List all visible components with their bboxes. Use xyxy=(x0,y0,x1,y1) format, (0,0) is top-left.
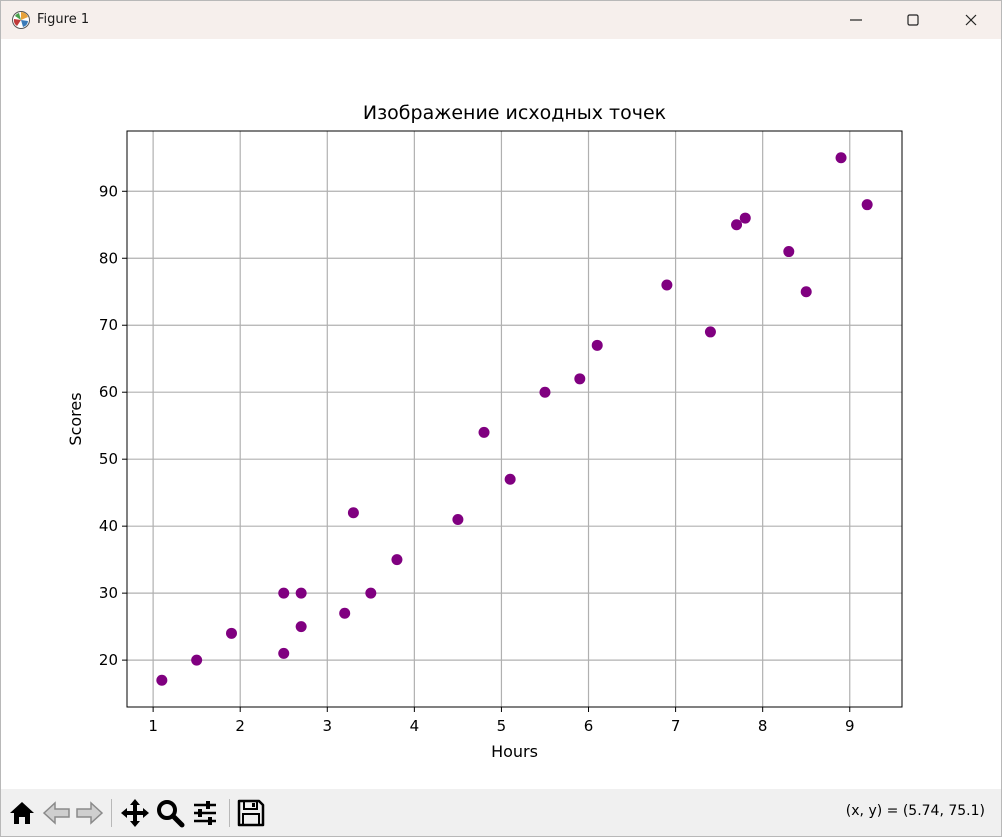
forward-button[interactable] xyxy=(73,797,105,829)
scatter-chart: 1 2 3 4 5 6 7 8 9 20 30 40 50 60 70 80 90 Изображение ис… xyxy=(66,102,903,761)
cursor-coordinates: (x, y) = (5.74, 75.1) xyxy=(845,803,985,819)
x-tick-label: 6 xyxy=(584,717,594,735)
data-point xyxy=(347,507,359,519)
x-tick-label: 3 xyxy=(323,717,333,735)
pan-icon xyxy=(121,799,149,827)
data-point xyxy=(191,654,203,666)
x-tick-label: 1 xyxy=(148,717,158,735)
data-point xyxy=(661,279,673,291)
pan-button[interactable] xyxy=(119,797,151,829)
data-points xyxy=(156,152,873,686)
y-axis-label: Scores xyxy=(66,392,85,445)
forward-icon xyxy=(76,801,104,825)
data-point xyxy=(365,587,377,599)
x-tick-label: 7 xyxy=(671,717,681,735)
toolbar-separator xyxy=(229,799,230,827)
close-icon xyxy=(965,14,977,26)
data-point xyxy=(783,246,795,258)
toolbar-separator xyxy=(111,799,112,827)
plot-canvas[interactable]: 1 2 3 4 5 6 7 8 9 20 30 40 50 60 70 80 90 Изображение ис… xyxy=(1,39,1001,789)
data-point xyxy=(278,587,290,599)
y-tick-label: 90 xyxy=(99,182,118,200)
y-tick-label: 40 xyxy=(99,517,118,535)
matplotlib-logo-icon xyxy=(11,10,31,30)
maximize-icon xyxy=(907,14,919,26)
data-point xyxy=(156,674,168,686)
x-axis-label: Hours xyxy=(491,742,538,761)
data-point xyxy=(504,473,516,485)
x-tick-label: 9 xyxy=(845,717,855,735)
axis-ticks: 1 2 3 4 5 6 7 8 9 20 30 40 50 60 70 80 90 xyxy=(99,182,855,735)
navigation-toolbar: (x, y) = (5.74, 75.1) xyxy=(1,789,1001,836)
y-tick-label: 70 xyxy=(99,316,118,334)
data-point xyxy=(539,386,551,398)
data-point xyxy=(225,627,237,639)
data-point xyxy=(295,621,307,633)
title-bar[interactable]: Figure 1 xyxy=(1,1,1001,39)
data-point xyxy=(478,426,490,438)
axes-frame xyxy=(126,130,903,708)
chart-title: Изображение исходных точек xyxy=(363,102,666,124)
configure-subplots-button[interactable] xyxy=(189,797,221,829)
data-point xyxy=(295,587,307,599)
maximize-button[interactable] xyxy=(884,1,942,39)
data-point xyxy=(861,199,873,211)
data-point xyxy=(452,513,464,525)
data-point xyxy=(704,326,716,338)
x-tick-label: 4 xyxy=(410,717,420,735)
minimize-button[interactable] xyxy=(827,1,885,39)
y-tick-label: 20 xyxy=(99,651,118,669)
x-tick-label: 2 xyxy=(235,717,245,735)
data-point xyxy=(800,286,812,298)
zoom-icon xyxy=(157,800,185,828)
back-button[interactable] xyxy=(41,797,73,829)
zoom-button[interactable] xyxy=(154,797,186,829)
minimize-icon xyxy=(850,19,862,21)
grid-lines xyxy=(127,131,902,707)
x-tick-label: 8 xyxy=(758,717,768,735)
y-tick-label: 60 xyxy=(99,383,118,401)
back-icon xyxy=(42,801,70,825)
data-point xyxy=(731,219,743,231)
close-button[interactable] xyxy=(942,1,1000,39)
data-point xyxy=(574,373,586,385)
x-tick-label: 5 xyxy=(497,717,507,735)
save-button[interactable] xyxy=(235,797,267,829)
data-point xyxy=(835,152,847,164)
window-title: Figure 1 xyxy=(37,12,90,27)
save-icon xyxy=(237,799,265,827)
data-point xyxy=(391,554,403,566)
data-point xyxy=(278,647,290,659)
configure-subplots-icon xyxy=(194,801,216,825)
data-point xyxy=(591,339,603,351)
data-point xyxy=(339,607,351,619)
y-tick-label: 30 xyxy=(99,584,118,602)
y-tick-label: 50 xyxy=(99,450,118,468)
data-point xyxy=(739,212,751,224)
home-icon xyxy=(10,802,34,824)
home-button[interactable] xyxy=(6,797,38,829)
y-tick-label: 80 xyxy=(99,249,118,267)
